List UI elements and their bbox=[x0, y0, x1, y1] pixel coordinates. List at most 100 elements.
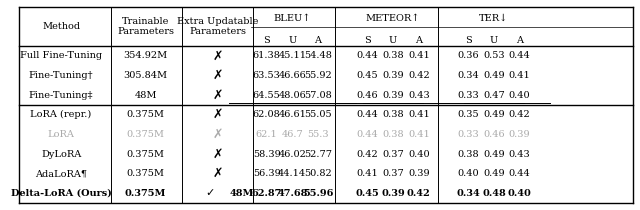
Text: S: S bbox=[364, 36, 371, 45]
Text: 54.48: 54.48 bbox=[304, 51, 332, 60]
Text: 0.39: 0.39 bbox=[509, 130, 531, 139]
Text: 0.35: 0.35 bbox=[458, 110, 479, 119]
Text: 0.375M: 0.375M bbox=[127, 169, 164, 178]
Text: 0.36: 0.36 bbox=[458, 51, 479, 60]
Text: 0.375M: 0.375M bbox=[127, 110, 164, 119]
Text: 0.33: 0.33 bbox=[458, 130, 479, 139]
Text: 0.41: 0.41 bbox=[408, 110, 429, 119]
Text: 0.37: 0.37 bbox=[382, 150, 404, 159]
Text: 62.08: 62.08 bbox=[253, 110, 280, 119]
Text: ✗: ✗ bbox=[212, 128, 223, 141]
Text: 0.38: 0.38 bbox=[458, 150, 479, 159]
Text: 0.41: 0.41 bbox=[408, 51, 429, 60]
Text: 0.40: 0.40 bbox=[408, 150, 429, 159]
Text: A: A bbox=[415, 36, 422, 45]
Text: A: A bbox=[314, 36, 321, 45]
Text: 354.92M: 354.92M bbox=[124, 51, 168, 60]
Text: 0.49: 0.49 bbox=[483, 150, 505, 159]
Text: ✗: ✗ bbox=[212, 69, 223, 82]
Text: 0.38: 0.38 bbox=[382, 110, 404, 119]
Text: 0.38: 0.38 bbox=[382, 130, 404, 139]
Text: 55.92: 55.92 bbox=[304, 71, 332, 80]
Text: S: S bbox=[263, 36, 270, 45]
Text: DyLoRA: DyLoRA bbox=[41, 150, 81, 159]
Text: 0.375M: 0.375M bbox=[127, 130, 164, 139]
Text: 0.49: 0.49 bbox=[483, 71, 505, 80]
Text: 0.40: 0.40 bbox=[509, 91, 531, 100]
Text: 56.39: 56.39 bbox=[253, 169, 280, 178]
Text: 0.46: 0.46 bbox=[483, 130, 505, 139]
Text: 0.42: 0.42 bbox=[356, 150, 378, 159]
Text: ✗: ✗ bbox=[212, 89, 223, 102]
Text: 0.43: 0.43 bbox=[408, 91, 429, 100]
Text: 0.44: 0.44 bbox=[509, 169, 531, 178]
Text: 0.40: 0.40 bbox=[458, 169, 479, 178]
Text: 0.45: 0.45 bbox=[356, 189, 380, 198]
Text: 0.47: 0.47 bbox=[483, 91, 505, 100]
Text: 46.61: 46.61 bbox=[278, 110, 306, 119]
Text: A: A bbox=[516, 36, 523, 45]
Text: 64.55: 64.55 bbox=[253, 91, 280, 100]
Text: 0.37: 0.37 bbox=[382, 169, 404, 178]
Text: 0.38: 0.38 bbox=[382, 51, 404, 60]
Text: 0.43: 0.43 bbox=[509, 150, 531, 159]
Text: 0.42: 0.42 bbox=[408, 71, 429, 80]
Text: 0.41: 0.41 bbox=[408, 130, 429, 139]
Text: Fine-Tuning‡: Fine-Tuning‡ bbox=[29, 91, 93, 100]
Text: Method: Method bbox=[42, 22, 80, 31]
Text: 0.44: 0.44 bbox=[509, 51, 531, 60]
Text: 0.49: 0.49 bbox=[483, 169, 505, 178]
Text: U: U bbox=[389, 36, 397, 45]
Text: 0.46: 0.46 bbox=[356, 91, 378, 100]
Text: 0.33: 0.33 bbox=[458, 91, 479, 100]
Text: 0.41: 0.41 bbox=[356, 169, 378, 178]
Text: TER↓: TER↓ bbox=[479, 14, 509, 23]
Text: 305.84M: 305.84M bbox=[124, 71, 168, 80]
Text: 55.3: 55.3 bbox=[307, 130, 329, 139]
Text: ✗: ✗ bbox=[212, 50, 223, 63]
Text: 0.48: 0.48 bbox=[482, 189, 506, 198]
Text: 46.02: 46.02 bbox=[278, 150, 306, 159]
Text: U: U bbox=[288, 36, 296, 45]
Text: 0.40: 0.40 bbox=[508, 189, 532, 198]
Text: ✓: ✓ bbox=[205, 188, 215, 198]
Text: 48M: 48M bbox=[134, 91, 157, 100]
Text: 0.42: 0.42 bbox=[407, 189, 431, 198]
Text: BLEU↑: BLEU↑ bbox=[273, 14, 311, 23]
Text: Full Fine-Tuning: Full Fine-Tuning bbox=[20, 51, 102, 60]
Text: 48.06: 48.06 bbox=[278, 91, 306, 100]
Text: ✗: ✗ bbox=[212, 167, 223, 180]
Text: U: U bbox=[490, 36, 498, 45]
Text: 44.14: 44.14 bbox=[278, 169, 307, 178]
Text: ✗: ✗ bbox=[212, 147, 223, 160]
Text: METEOR↑: METEOR↑ bbox=[366, 14, 420, 23]
Text: LoRA: LoRA bbox=[47, 130, 74, 139]
Text: 0.45: 0.45 bbox=[356, 71, 378, 80]
Text: 0.39: 0.39 bbox=[408, 169, 429, 178]
Text: 63.53: 63.53 bbox=[253, 71, 280, 80]
Text: 61.38: 61.38 bbox=[253, 51, 280, 60]
Text: Trainable
Parameters: Trainable Parameters bbox=[117, 17, 174, 36]
Text: 0.34: 0.34 bbox=[458, 71, 479, 80]
Text: 0.34: 0.34 bbox=[456, 189, 480, 198]
Text: 0.39: 0.39 bbox=[382, 71, 404, 80]
Text: 52.77: 52.77 bbox=[304, 150, 332, 159]
Text: Extra Updatable
Parameters: Extra Updatable Parameters bbox=[177, 17, 259, 36]
Text: 0.39: 0.39 bbox=[382, 91, 404, 100]
Text: Fine-Tuning†: Fine-Tuning† bbox=[29, 71, 93, 80]
Text: 55.05: 55.05 bbox=[304, 110, 332, 119]
Text: 0.44: 0.44 bbox=[356, 130, 378, 139]
Text: 0.39: 0.39 bbox=[381, 189, 405, 198]
Text: 45.11: 45.11 bbox=[278, 51, 307, 60]
Text: 58.39: 58.39 bbox=[253, 150, 280, 159]
Text: 0.44: 0.44 bbox=[356, 51, 378, 60]
Text: LoRA (repr.): LoRA (repr.) bbox=[31, 110, 92, 119]
Text: 47.68: 47.68 bbox=[277, 189, 307, 198]
Text: 0.42: 0.42 bbox=[509, 110, 531, 119]
Text: 0.44: 0.44 bbox=[356, 110, 378, 119]
Text: 0.375M: 0.375M bbox=[125, 189, 166, 198]
Text: AdaLoRA¶: AdaLoRA¶ bbox=[35, 169, 87, 178]
Text: 62.1: 62.1 bbox=[256, 130, 278, 139]
Text: 48M: 48M bbox=[229, 189, 253, 198]
Text: 50.82: 50.82 bbox=[304, 169, 332, 178]
